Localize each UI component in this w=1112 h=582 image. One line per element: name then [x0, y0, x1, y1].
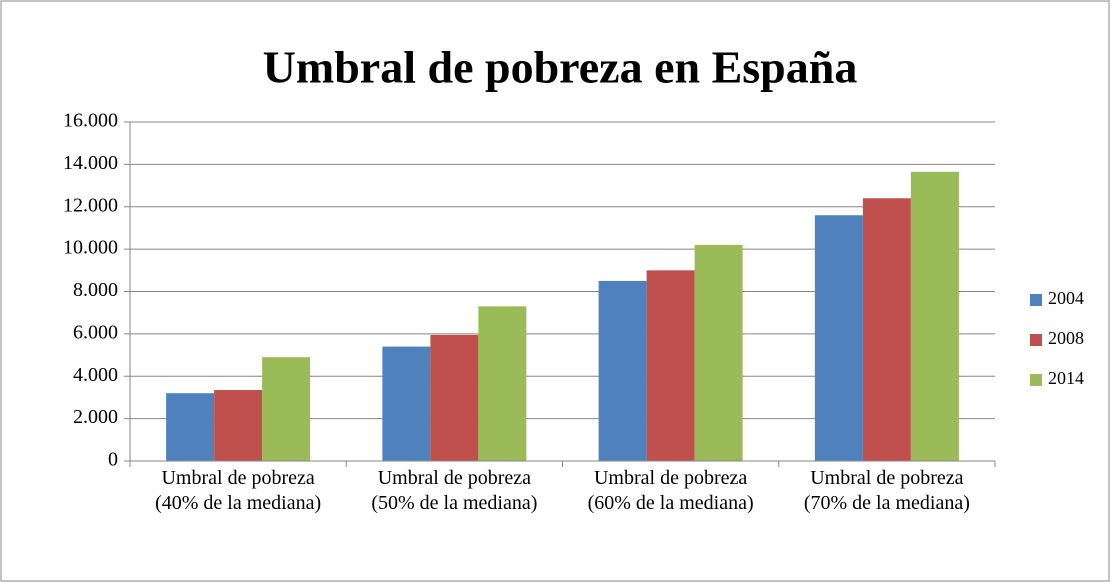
y-tick-label: 14.000: [63, 152, 118, 174]
x-tick-label: Umbral de pobreza (60% de la mediana): [587, 467, 754, 514]
y-tick-label: 8.000: [73, 279, 118, 301]
legend-swatch: [1030, 374, 1042, 386]
y-tick-label: 10.000: [63, 237, 118, 259]
y-tick-label: 16.000: [63, 110, 118, 132]
legend-label: 2014: [1048, 368, 1084, 388]
bar: [694, 244, 743, 461]
x-tick-label: Umbral de pobreza (70% de la mediana): [803, 467, 970, 514]
bar: [862, 198, 911, 461]
bar: [478, 306, 527, 461]
y-tick-label: 0: [108, 449, 118, 471]
bar: [646, 270, 695, 461]
legend-label: 2004: [1048, 288, 1084, 308]
x-tick-label: Umbral de pobreza (50% de la mediana): [371, 467, 538, 514]
y-tick-label: 2.000: [73, 406, 118, 428]
bar: [166, 393, 215, 461]
y-tick-label: 4.000: [73, 364, 118, 386]
chart-title: Umbral de pobreza en España: [263, 42, 858, 93]
legend-label: 2008: [1048, 328, 1084, 348]
x-tick-label: Umbral de pobreza (40% de la mediana): [155, 467, 322, 514]
bar: [430, 334, 479, 461]
legend-swatch: [1030, 294, 1042, 306]
bar: [910, 171, 959, 461]
bar: [214, 390, 263, 461]
y-tick-label: 12.000: [63, 194, 118, 216]
y-tick-label: 6.000: [73, 321, 118, 343]
bar: [598, 280, 647, 461]
bar: [262, 357, 311, 461]
legend-swatch: [1030, 334, 1042, 346]
bar: [814, 215, 863, 461]
bar: [382, 346, 431, 461]
